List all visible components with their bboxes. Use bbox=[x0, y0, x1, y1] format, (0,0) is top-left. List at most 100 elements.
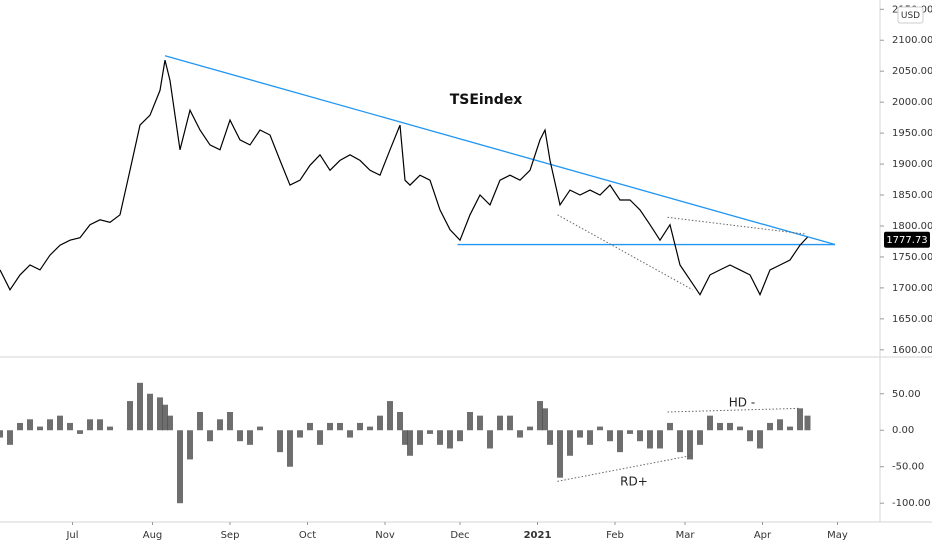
last-price-label: 1777.73 bbox=[886, 235, 927, 246]
histogram-bar bbox=[542, 408, 548, 431]
histogram-bar bbox=[767, 422, 773, 431]
trend-line bbox=[164, 55, 836, 246]
histogram-bar bbox=[497, 415, 503, 431]
histogram-bar bbox=[667, 422, 673, 431]
histogram-bar bbox=[97, 419, 103, 431]
histogram-bar bbox=[127, 401, 133, 431]
price-line bbox=[0, 59, 808, 297]
histogram-bar bbox=[237, 430, 243, 442]
y-tick-label: 1900.00 bbox=[892, 159, 932, 170]
histogram-bar bbox=[307, 422, 313, 431]
histogram-bar bbox=[337, 422, 343, 431]
histogram-bar bbox=[657, 430, 663, 449]
histogram-bar bbox=[17, 422, 23, 431]
y-tick-label: 0.00 bbox=[892, 425, 914, 436]
histogram-bar bbox=[187, 430, 193, 460]
histogram-bar bbox=[207, 430, 213, 442]
x-tick-label: Apr bbox=[754, 530, 772, 541]
histogram-bar bbox=[697, 430, 703, 445]
histogram-bar bbox=[527, 426, 533, 431]
x-tick-label: Aug bbox=[143, 530, 163, 541]
histogram-bar bbox=[757, 430, 763, 449]
histogram-bar bbox=[162, 404, 168, 431]
histogram-bar bbox=[537, 401, 543, 431]
histogram-bar bbox=[77, 430, 83, 434]
histogram-bar bbox=[347, 430, 353, 438]
histogram-bar bbox=[402, 430, 408, 445]
x-tick-label: 2021 bbox=[524, 530, 552, 541]
histogram-bar bbox=[567, 430, 573, 456]
histogram-bar bbox=[27, 419, 33, 431]
x-tick-label: Nov bbox=[375, 530, 395, 541]
trend-line bbox=[557, 455, 691, 482]
histogram-bar bbox=[227, 412, 233, 431]
y-tick-label: -100.00 bbox=[892, 498, 931, 509]
histogram-bar bbox=[277, 430, 283, 453]
histogram-bar bbox=[157, 397, 163, 431]
x-tick-label: Jul bbox=[65, 530, 78, 541]
y-tick-label: 50.00 bbox=[892, 389, 921, 400]
histogram-bar bbox=[47, 419, 53, 431]
histogram-bar bbox=[797, 408, 803, 431]
histogram-bar bbox=[317, 430, 323, 445]
y-tick-label: 1750.00 bbox=[892, 252, 932, 263]
histogram-bar bbox=[287, 430, 293, 467]
histogram-bar bbox=[407, 430, 413, 456]
x-tick-label: Mar bbox=[676, 530, 696, 541]
x-tick-label: Sep bbox=[221, 530, 240, 541]
histogram-bar bbox=[677, 430, 683, 453]
histogram-bar bbox=[507, 415, 513, 431]
histogram-bar bbox=[777, 419, 783, 431]
histogram-bar bbox=[37, 426, 43, 431]
x-tick-label: Oct bbox=[299, 530, 316, 541]
y-tick-label: 1800.00 bbox=[892, 221, 932, 232]
last-price-badge bbox=[884, 231, 930, 248]
y-tick-label: 2000.00 bbox=[892, 97, 932, 108]
histogram-bar bbox=[327, 422, 333, 431]
histogram-bar bbox=[747, 430, 753, 442]
histogram-bar bbox=[717, 422, 723, 431]
y-tick-label: 1700.00 bbox=[892, 283, 932, 294]
y-tick-label: 1600.00 bbox=[892, 345, 932, 356]
histogram-bar bbox=[297, 430, 303, 438]
histogram-bar bbox=[737, 426, 743, 431]
histogram-bar bbox=[87, 419, 93, 431]
x-tick-label: Feb bbox=[606, 530, 624, 541]
y-tick-label: -50.00 bbox=[892, 462, 924, 473]
histogram-bar bbox=[367, 426, 373, 431]
histogram-bar bbox=[427, 430, 433, 434]
trend-line bbox=[557, 214, 693, 291]
currency-badge bbox=[897, 6, 924, 24]
histogram-bar bbox=[447, 430, 453, 449]
x-tick-label: May bbox=[827, 530, 848, 541]
histogram-bar bbox=[804, 415, 811, 431]
annotation: RD+ bbox=[620, 475, 648, 489]
histogram-bar bbox=[57, 415, 63, 431]
chart-title: TSEindex bbox=[450, 92, 523, 108]
histogram-bar bbox=[477, 415, 483, 431]
histogram-bar bbox=[357, 422, 363, 431]
y-tick-label: 1850.00 bbox=[892, 190, 932, 201]
histogram-bar bbox=[687, 430, 693, 460]
histogram-bar bbox=[647, 430, 653, 449]
histogram-bar bbox=[467, 412, 473, 431]
histogram-bar bbox=[437, 430, 443, 445]
annotation: HD - bbox=[729, 396, 755, 410]
histogram-bar bbox=[177, 430, 183, 504]
histogram-bar bbox=[137, 382, 143, 431]
histogram-bar bbox=[707, 415, 713, 431]
histogram-bar bbox=[0, 430, 3, 438]
histogram-bar bbox=[67, 422, 73, 431]
histogram-bar bbox=[247, 430, 253, 445]
histogram-bar bbox=[637, 430, 643, 442]
histogram-bar bbox=[257, 426, 263, 431]
y-tick-label: 2050.00 bbox=[892, 66, 932, 77]
histogram-bar bbox=[787, 426, 793, 431]
histogram-bar bbox=[617, 430, 623, 453]
histogram-bar bbox=[577, 430, 583, 438]
histogram-bar bbox=[597, 426, 603, 431]
histogram-bar bbox=[487, 430, 493, 449]
y-tick-label: 1650.00 bbox=[892, 314, 932, 325]
